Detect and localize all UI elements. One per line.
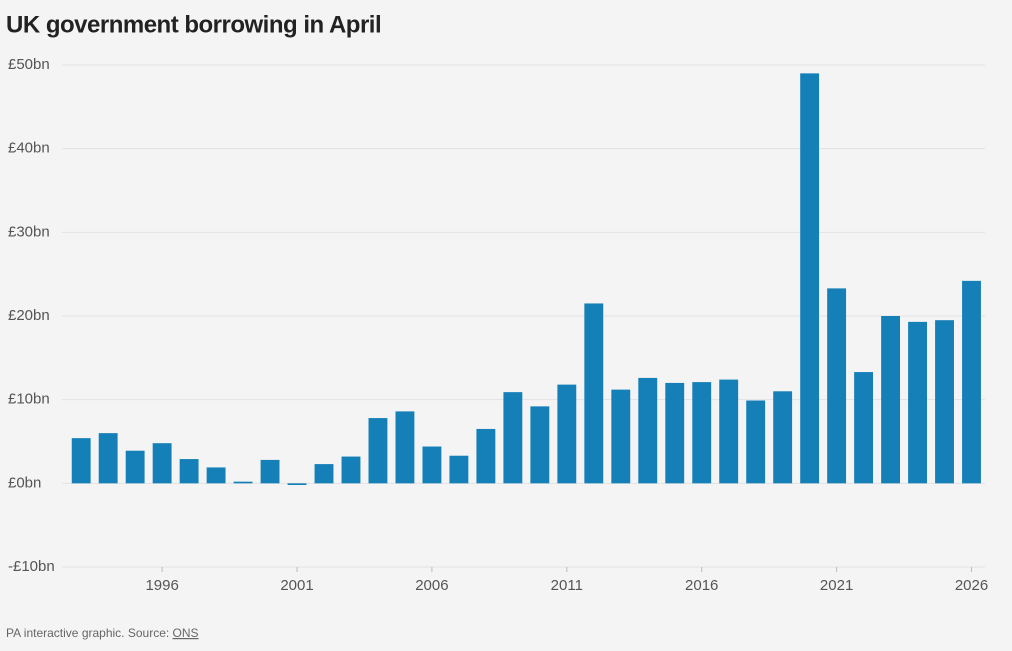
bar [395, 411, 415, 484]
bar [260, 459, 280, 484]
bar [287, 483, 307, 486]
source-link[interactable]: ONS [173, 626, 199, 640]
bar [665, 382, 685, 484]
x-tick-label: 2001 [280, 577, 313, 594]
bar [935, 320, 954, 484]
bar [503, 392, 523, 484]
source-note: PA interactive graphic. Source: ONS [6, 626, 199, 640]
bar [692, 382, 712, 484]
bar [611, 389, 631, 484]
x-tick-label: 2006 [415, 577, 448, 594]
bar [314, 464, 334, 484]
bar [233, 481, 253, 484]
x-tick-label: 2021 [820, 577, 853, 594]
bar [530, 406, 550, 484]
x-tick-label: 2026 [955, 577, 988, 594]
bar [152, 443, 172, 484]
y-tick-label: £20bn [8, 307, 50, 324]
bar [854, 372, 874, 484]
bar [827, 288, 847, 484]
y-tick-label: £30bn [8, 223, 50, 240]
bar [962, 280, 981, 484]
y-tick-label: £40bn [8, 140, 50, 157]
bar [341, 456, 361, 484]
bar [746, 400, 766, 484]
chart-title: UK government borrowing in April [6, 11, 381, 38]
x-tick-label: 1996 [145, 577, 178, 594]
x-tick-label: 2016 [685, 577, 718, 594]
bar [476, 428, 496, 484]
source-prefix: PA interactive graphic. Source: [6, 626, 169, 640]
bar [557, 384, 577, 484]
bar [368, 418, 388, 484]
bar [638, 377, 658, 484]
y-tick-label: £50bn [8, 56, 50, 73]
y-tick-label: -£10bn [8, 558, 55, 575]
bar [71, 438, 91, 484]
bar [98, 433, 118, 484]
bar [908, 321, 927, 484]
bar [584, 303, 604, 484]
bar [206, 467, 226, 484]
y-tick-label: £0bn [8, 474, 41, 491]
bar [773, 391, 793, 484]
y-tick-label: £10bn [8, 391, 50, 408]
bar [179, 459, 199, 484]
bar [422, 446, 442, 484]
bar [881, 316, 901, 484]
bar [125, 450, 145, 484]
bar [719, 379, 739, 484]
x-tick-label: 2011 [551, 577, 583, 594]
bar [449, 455, 469, 484]
bar [800, 73, 820, 484]
